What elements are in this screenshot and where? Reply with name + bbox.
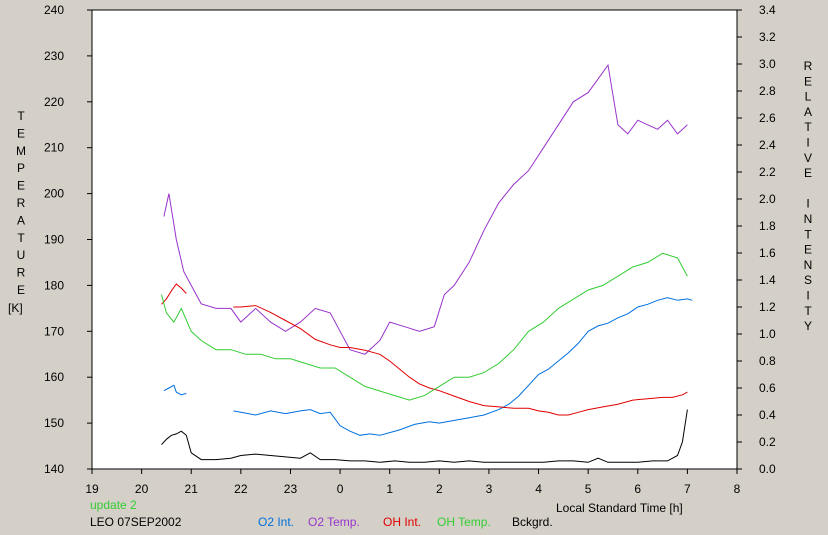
- legend-item: O2 Int.: [258, 515, 294, 529]
- right-tick-label: 2.0: [759, 192, 776, 206]
- x-tick-label: 0: [337, 482, 344, 496]
- left-axis-letter: E: [17, 126, 25, 140]
- x-tick-label: 19: [85, 482, 99, 496]
- right-tick-label: 0.6: [759, 381, 776, 395]
- right-tick-label: 1.6: [759, 246, 776, 260]
- x-tick-label: 5: [585, 482, 592, 496]
- x-tick-label: 4: [535, 482, 542, 496]
- series-o2-int: [233, 297, 693, 436]
- left-axis-ticks: 140 150 160 170 180 190 200 210 220 230 240: [44, 3, 92, 476]
- right-tick-label: 2.6: [759, 111, 776, 125]
- right-tick-label: 0.8: [759, 354, 776, 368]
- left-axis-letter: P: [17, 161, 25, 175]
- left-tick-label: 190: [44, 233, 64, 247]
- right-axis-letter: S: [804, 273, 812, 287]
- status-text: update 2: [90, 498, 137, 512]
- x-axis-label: Local Standard Time [h]: [556, 501, 683, 515]
- right-tick-label: 1.2: [759, 300, 776, 314]
- right-axis-letter: E: [804, 243, 812, 257]
- right-axis-letter: T: [804, 120, 812, 134]
- legend-item: O2 Temp.: [308, 515, 360, 529]
- series-o2-int: [163, 384, 187, 396]
- right-tick-label: 2.2: [759, 165, 776, 179]
- right-tick-label: 2.4: [759, 138, 776, 152]
- right-tick-label: 3.4: [759, 3, 776, 17]
- left-axis-letter: T: [17, 231, 25, 245]
- x-tick-label: 20: [135, 482, 149, 496]
- right-tick-label: 3.0: [759, 57, 776, 71]
- right-tick-label: 0.4: [759, 408, 776, 422]
- right-tick-label: 0.0: [759, 462, 776, 476]
- right-axis-letter: T: [804, 304, 812, 318]
- left-axis-letter: R: [17, 266, 26, 280]
- right-axis-letter: L: [805, 90, 812, 104]
- left-tick-label: 210: [44, 141, 64, 155]
- legend-item: Bckgrd.: [512, 515, 553, 529]
- right-axis-letter: E: [804, 166, 812, 180]
- right-tick-label: 1.4: [759, 273, 776, 287]
- left-tick-label: 220: [44, 95, 64, 109]
- left-tick-label: 150: [44, 416, 64, 430]
- right-tick-label: 3.2: [759, 30, 776, 44]
- left-tick-label: 170: [44, 324, 64, 338]
- legend-item: OH Int.: [383, 515, 421, 529]
- x-tick-label: 8: [734, 482, 741, 496]
- series-bckgrd: [161, 409, 688, 463]
- legend: O2 Int. O2 Temp. OH Int. OH Temp. Bckgrd.: [258, 515, 553, 529]
- x-axis-ticks: 19 20 21 22 23 0 1 2 3 4 5 6 7 8: [85, 469, 741, 496]
- right-tick-label: 0.2: [759, 435, 776, 449]
- left-axis-letter: E: [17, 283, 25, 297]
- left-axis-letter: U: [17, 248, 26, 262]
- right-axis-letter: Y: [804, 319, 812, 333]
- x-tick-label: 2: [436, 482, 443, 496]
- left-axis-unit: [K]: [8, 301, 23, 315]
- left-axis-letter: E: [17, 179, 25, 193]
- right-axis-letter: E: [804, 74, 812, 88]
- left-tick-label: 200: [44, 187, 64, 201]
- x-tick-label: 22: [234, 482, 248, 496]
- right-axis-letter: N: [804, 258, 813, 272]
- right-axis-letter: V: [804, 151, 812, 165]
- series-oh-int: [161, 283, 187, 305]
- left-axis-letter: M: [16, 144, 26, 158]
- left-axis-letter: T: [17, 109, 25, 123]
- right-axis-letter: T: [804, 227, 812, 241]
- right-axis-letter: R: [804, 59, 813, 73]
- x-tick-label: 21: [185, 482, 199, 496]
- x-tick-label: 1: [386, 482, 393, 496]
- series-layer: [161, 63, 693, 463]
- series-oh-temp: [161, 252, 688, 401]
- station-date: LEO 07SEP2002: [90, 515, 182, 529]
- left-tick-label: 240: [44, 3, 64, 17]
- right-axis-letter: A: [804, 105, 812, 119]
- right-axis-letter: N: [804, 212, 813, 226]
- right-tick-label: 1.0: [759, 327, 776, 341]
- series-oh-int: [233, 305, 688, 416]
- left-tick-label: 180: [44, 278, 64, 292]
- x-tick-label: 6: [634, 482, 641, 496]
- left-axis-letter: A: [17, 213, 25, 227]
- left-axis-letter: R: [17, 196, 26, 210]
- x-tick-label: 23: [284, 482, 298, 496]
- right-tick-label: 1.8: [759, 219, 776, 233]
- left-tick-label: 230: [44, 49, 64, 63]
- plot-area: [91, 9, 738, 470]
- right-axis-letter: I: [806, 289, 809, 303]
- series-o2-temp: [163, 63, 688, 355]
- right-axis-letter: I: [806, 136, 809, 150]
- left-tick-label: 140: [44, 462, 64, 476]
- left-tick-label: 160: [44, 370, 64, 384]
- legend-item: OH Temp.: [437, 515, 491, 529]
- x-tick-label: 3: [486, 482, 493, 496]
- right-axis-letter: I: [806, 197, 809, 211]
- right-axis-ticks: 0.0 0.2 0.4 0.6 0.8 1.0 1.2 1.4 1.6 1.8 2.0 2.2 2.4 2…: [737, 3, 776, 476]
- right-tick-label: 2.8: [759, 84, 776, 98]
- x-tick-label: 7: [684, 482, 691, 496]
